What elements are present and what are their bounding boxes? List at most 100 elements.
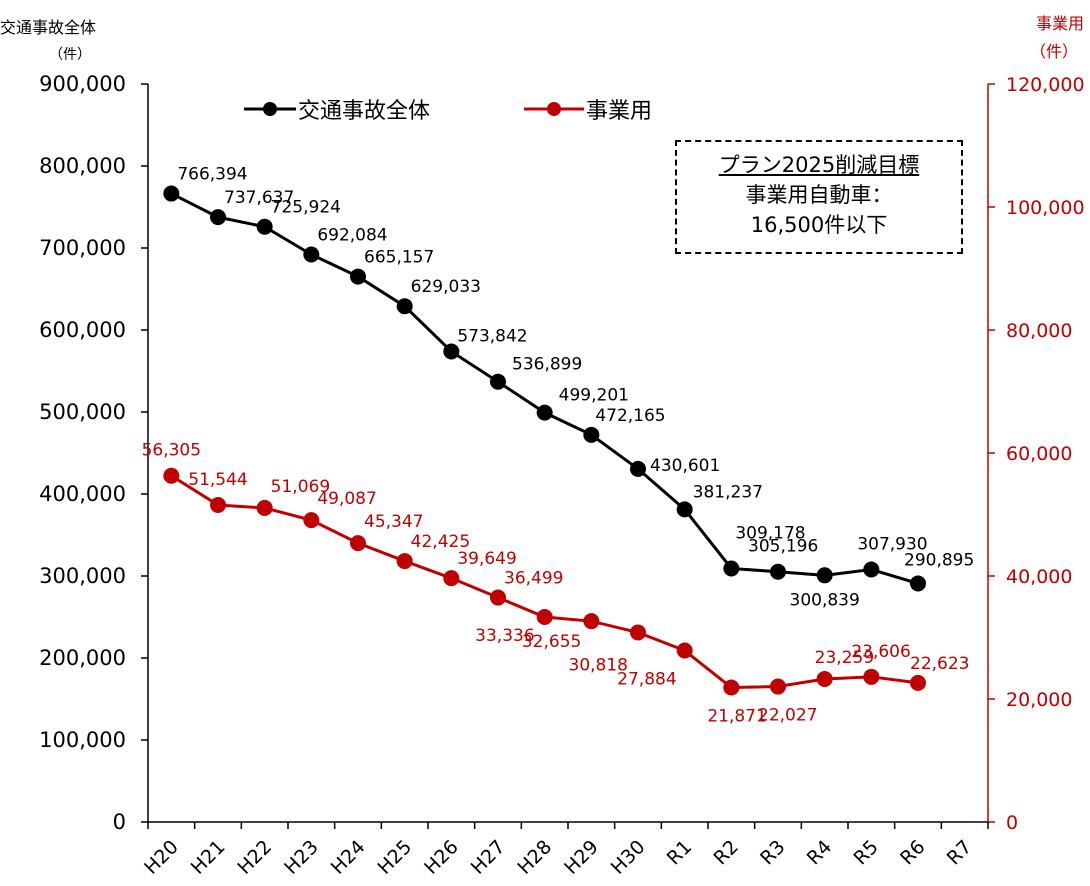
x-tick-label: H28 bbox=[513, 836, 556, 879]
right-tick-label: 20,000 bbox=[1006, 689, 1072, 711]
right-tick-label: 40,000 bbox=[1006, 566, 1072, 588]
data-label-commercial: 22,623 bbox=[910, 654, 969, 674]
x-tick-label: H20 bbox=[140, 836, 183, 879]
point-commercial bbox=[396, 553, 413, 570]
legend-item-commercial: 事業用 bbox=[522, 92, 652, 126]
point-commercial bbox=[770, 678, 786, 695]
point-total bbox=[583, 426, 600, 443]
left-tick-label: 400,000 bbox=[39, 482, 126, 506]
x-tick-label: R3 bbox=[756, 836, 789, 869]
right-tick-label: 80,000 bbox=[1006, 320, 1072, 342]
point-total bbox=[396, 298, 413, 315]
data-label-commercial: 56,305 bbox=[142, 441, 201, 461]
left-tick-label: 300,000 bbox=[39, 564, 126, 588]
data-label-commercial: 22,027 bbox=[758, 706, 817, 726]
x-tick-label: H27 bbox=[467, 836, 510, 879]
point-commercial bbox=[210, 497, 226, 514]
data-label-commercial: 23,606 bbox=[851, 642, 910, 662]
left-tick-label: 200,000 bbox=[39, 646, 126, 670]
point-commercial bbox=[583, 613, 600, 630]
data-label-commercial: 33,336 bbox=[475, 626, 534, 646]
left-tick-label: 500,000 bbox=[39, 400, 126, 424]
legend-label-total: 交通事故全体 bbox=[298, 99, 431, 124]
left-tick-label: 900,000 bbox=[39, 72, 126, 96]
data-label-commercial: 36,499 bbox=[504, 569, 563, 589]
point-commercial bbox=[163, 467, 180, 484]
data-label-commercial: 39,649 bbox=[457, 549, 516, 569]
x-tick-label: H24 bbox=[327, 836, 370, 879]
legend-marker-commercial bbox=[524, 102, 584, 116]
data-label-total: 430,601 bbox=[650, 456, 720, 476]
point-total bbox=[443, 343, 460, 360]
x-tick-label: H30 bbox=[607, 836, 650, 879]
point-commercial bbox=[816, 670, 833, 687]
left-tick-label: 0 bbox=[113, 810, 126, 834]
point-commercial bbox=[256, 499, 273, 516]
point-total bbox=[163, 185, 180, 202]
data-label-total: 309,178 bbox=[735, 523, 805, 543]
legend-marker-total bbox=[244, 102, 296, 116]
data-label-commercial: 23,259 bbox=[815, 648, 874, 668]
point-total bbox=[863, 561, 880, 578]
point-commercial bbox=[630, 624, 646, 641]
data-label-commercial: 42,425 bbox=[411, 532, 470, 552]
data-label-total: 665,157 bbox=[364, 248, 434, 268]
x-tick-label: H26 bbox=[420, 836, 463, 879]
point-total bbox=[536, 404, 553, 421]
point-total bbox=[676, 501, 693, 518]
point-commercial bbox=[723, 679, 740, 696]
point-total bbox=[303, 246, 320, 263]
data-label-commercial: 30,818 bbox=[569, 655, 628, 675]
data-label-total: 290,895 bbox=[904, 550, 974, 570]
left-axis-unit: （件） bbox=[49, 47, 91, 63]
point-commercial bbox=[443, 570, 460, 587]
right-tick-label: 100,000 bbox=[1006, 197, 1085, 219]
right-tick-label: 120,000 bbox=[1006, 74, 1085, 96]
point-total bbox=[350, 268, 366, 285]
point-total bbox=[256, 218, 273, 235]
data-label-total: 766,394 bbox=[177, 165, 247, 185]
legend-label-commercial: 事業用 bbox=[586, 99, 653, 124]
data-label-total: 381,237 bbox=[693, 482, 763, 502]
data-label-commercial: 27,884 bbox=[617, 670, 676, 690]
data-label-total: 305,196 bbox=[748, 537, 818, 557]
target-title: プラン2025削減目標 bbox=[718, 153, 920, 177]
data-label-commercial: 51,069 bbox=[271, 477, 330, 497]
point-commercial bbox=[536, 608, 553, 625]
data-label-total: 499,201 bbox=[559, 386, 629, 406]
left-axis-title: 交通事故全体 bbox=[0, 18, 97, 37]
data-label-commercial: 49,087 bbox=[317, 489, 376, 509]
right-axis-unit: （件） bbox=[1029, 42, 1078, 61]
target-subject: 事業用自動車： bbox=[745, 183, 893, 207]
point-total bbox=[490, 373, 506, 390]
data-label-total: 737,637 bbox=[224, 188, 294, 208]
data-label-total: 692,084 bbox=[317, 225, 387, 245]
left-tick-label: 700,000 bbox=[39, 236, 126, 260]
point-total bbox=[723, 560, 740, 577]
data-label-commercial: 21,871 bbox=[707, 706, 766, 726]
left-tick-label: 800,000 bbox=[39, 154, 126, 178]
data-label-total: 300,839 bbox=[790, 590, 860, 610]
data-label-total: 573,842 bbox=[457, 326, 527, 346]
left-tick-label: 100,000 bbox=[39, 728, 126, 752]
right-tick-label: 60,000 bbox=[1006, 443, 1072, 465]
point-total bbox=[210, 209, 226, 226]
point-commercial bbox=[490, 589, 506, 606]
point-commercial bbox=[303, 512, 320, 529]
target-value: 16,500件以下 bbox=[750, 213, 888, 237]
right-tick-label: 0 bbox=[1006, 812, 1018, 834]
data-label-total: 725,924 bbox=[271, 198, 341, 218]
x-tick-label: H23 bbox=[280, 836, 323, 879]
point-total bbox=[910, 575, 926, 592]
point-total bbox=[770, 563, 786, 580]
data-label-commercial: 45,347 bbox=[364, 512, 423, 532]
data-label-total: 629,033 bbox=[411, 277, 481, 297]
left-tick-label: 600,000 bbox=[39, 318, 126, 342]
legend-item-total: 交通事故全体 bbox=[242, 92, 430, 126]
point-commercial bbox=[350, 535, 366, 552]
data-label-commercial: 51,544 bbox=[188, 470, 247, 490]
x-tick-label: H25 bbox=[373, 836, 416, 879]
x-tick-label: R6 bbox=[896, 836, 929, 869]
x-tick-label: H22 bbox=[233, 836, 276, 879]
